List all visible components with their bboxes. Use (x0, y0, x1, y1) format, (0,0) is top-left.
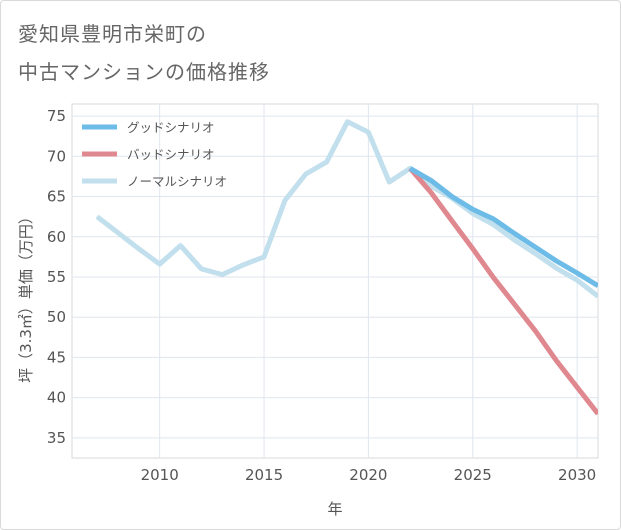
series-line-good (408, 166, 598, 288)
x-axis: 2010 2015 2020 2025 2030 (141, 466, 597, 484)
legend-item-good[interactable]: グッドシナリオ (82, 120, 215, 135)
y-axis-title: 坪（3.3㎡）単価（万円） (17, 209, 35, 383)
grid (72, 104, 598, 458)
series-group (95, 119, 598, 416)
chart-title-line-1: 愛知県豊明市栄町の (18, 22, 207, 46)
x-tick-label: 2030 (558, 466, 596, 484)
y-tick-label: 35 (47, 429, 66, 447)
series-line-bad (408, 166, 598, 416)
x-axis-title: 年 (327, 500, 342, 518)
series-line-normal (95, 119, 598, 299)
y-tick-label: 70 (47, 147, 66, 165)
y-tick-label: 40 (47, 389, 66, 407)
legend-label: ノーマルシナリオ (127, 174, 227, 189)
legend-item-normal[interactable]: ノーマルシナリオ (82, 174, 227, 189)
x-tick-label: 2025 (454, 466, 492, 484)
legend-label: バッドシナリオ (127, 147, 215, 162)
y-tick-label: 60 (47, 228, 66, 246)
y-axis: 35 40 45 50 55 60 65 70 75 (47, 107, 66, 447)
y-tick-label: 45 (47, 348, 66, 366)
y-tick-label: 65 (47, 188, 66, 206)
legend-item-bad[interactable]: バッドシナリオ (82, 147, 215, 162)
y-tick-label: 75 (47, 107, 66, 125)
y-tick-label: 50 (47, 308, 66, 326)
y-tick-label: 55 (47, 268, 66, 286)
legend-label: グッドシナリオ (127, 120, 215, 135)
x-tick-label: 2015 (245, 466, 283, 484)
x-tick-label: 2020 (349, 466, 387, 484)
x-tick-label: 2010 (141, 466, 179, 484)
chart-title-line-2: 中古マンションの価格推移 (18, 60, 270, 84)
